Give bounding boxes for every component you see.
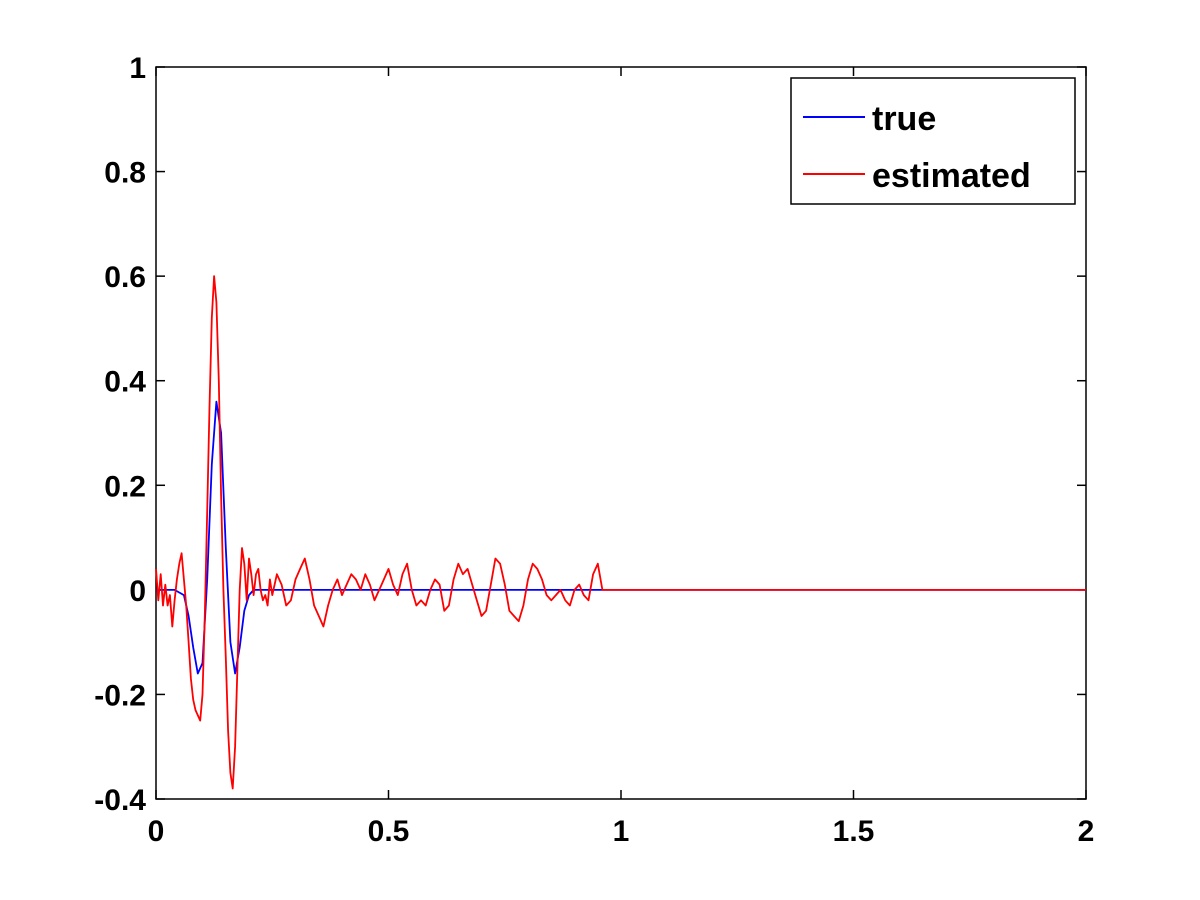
axis-tick-labels: 0 0.5 1 1.5 2 -0.4 -0.2 0 0.2 0.4 0.6 0.8 1 bbox=[94, 52, 1094, 848]
y-tick-label: 0.6 bbox=[104, 261, 146, 294]
legend-label-true: true bbox=[872, 100, 936, 138]
y-tick-label: -0.2 bbox=[94, 679, 146, 712]
x-tick-label: 1 bbox=[613, 815, 630, 848]
x-tick-label: 0 bbox=[148, 815, 165, 848]
x-tick-label: 0.5 bbox=[368, 815, 410, 848]
series-line-true bbox=[156, 400, 1086, 675]
y-tick-label: -0.4 bbox=[94, 784, 146, 817]
y-tick-label: 0.2 bbox=[104, 470, 146, 503]
y-tick-label: 1 bbox=[129, 52, 146, 85]
x-tick-label: 2 bbox=[1078, 815, 1095, 848]
series-layer bbox=[155, 275, 1086, 790]
legend-box bbox=[790, 77, 1076, 205]
axis-ticks bbox=[155, 66, 1087, 800]
legend: true estimated bbox=[790, 77, 1076, 205]
series-line-estimated bbox=[155, 275, 1086, 790]
y-tick-label: 0.4 bbox=[104, 366, 146, 399]
x-tick-label: 1.5 bbox=[833, 815, 875, 848]
y-tick-label: 0 bbox=[129, 575, 146, 608]
legend-label-estimated: estimated bbox=[872, 157, 1031, 195]
y-tick-label: 0.8 bbox=[104, 157, 146, 190]
